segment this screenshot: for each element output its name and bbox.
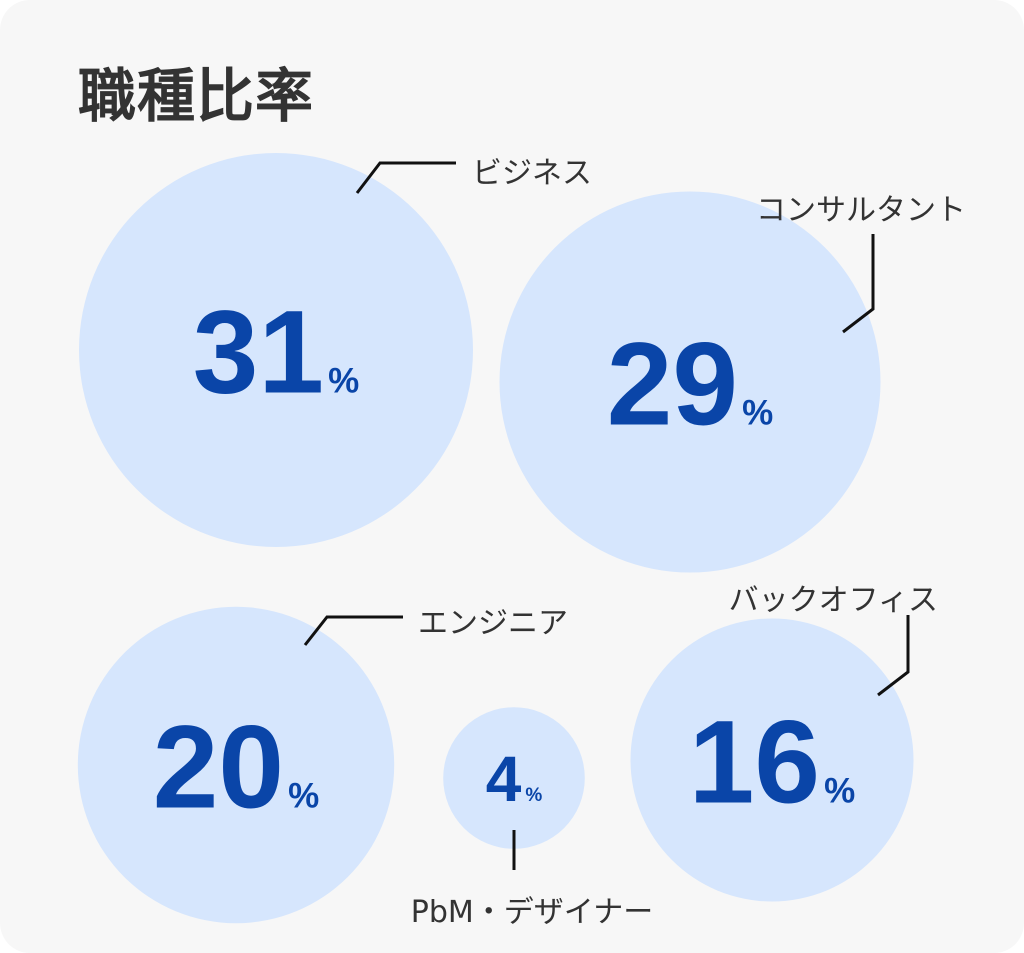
category-label: コンサルタント [756, 193, 966, 228]
bubble-value: 4% [486, 743, 543, 815]
bubble-value-unit: % [742, 393, 773, 432]
bubble-value-number: 16 [689, 696, 820, 828]
bubble [79, 153, 473, 547]
bubble-group: 31 % ビジネス [79, 153, 592, 547]
bubble-value-unit: % [328, 361, 359, 400]
bubble-value: 20% [153, 701, 319, 833]
category-label: バックオフィス [729, 583, 938, 618]
chart-title: 職種比率 [78, 62, 315, 130]
leader-line [877, 615, 910, 697]
bubble [630, 618, 914, 902]
bubble [443, 707, 585, 849]
bubble-value: 29% [607, 318, 773, 450]
category-label: ビジネス [472, 156, 592, 191]
bubble-group: 20 % エンジニア [77, 606, 568, 924]
leader-line [842, 234, 875, 334]
bubble-value-number: 4 [486, 743, 522, 815]
bubble [499, 191, 881, 573]
bubble-value-unit: % [824, 771, 855, 810]
bubble-group: 16 % バックオフィス [630, 583, 938, 902]
category-label: PbM・デザイナー [411, 895, 653, 930]
bubble-value-number: 29 [607, 318, 738, 450]
bubble-value: 16% [689, 696, 855, 828]
bubble-value-unit: % [525, 785, 542, 806]
bubble-value-unit: % [288, 776, 319, 815]
leader-line [355, 161, 456, 194]
bubble-group: 4 % PbM・デザイナー [411, 707, 653, 930]
bubble [77, 606, 395, 924]
bubble-group: 29 % コンサルタント [499, 191, 966, 573]
bubble-value-number: 20 [153, 701, 284, 833]
leader-line [303, 615, 403, 646]
category-label: エンジニア [418, 606, 568, 641]
bubble-value-number: 31 [193, 286, 324, 418]
bubble-value: 31% [193, 286, 359, 418]
